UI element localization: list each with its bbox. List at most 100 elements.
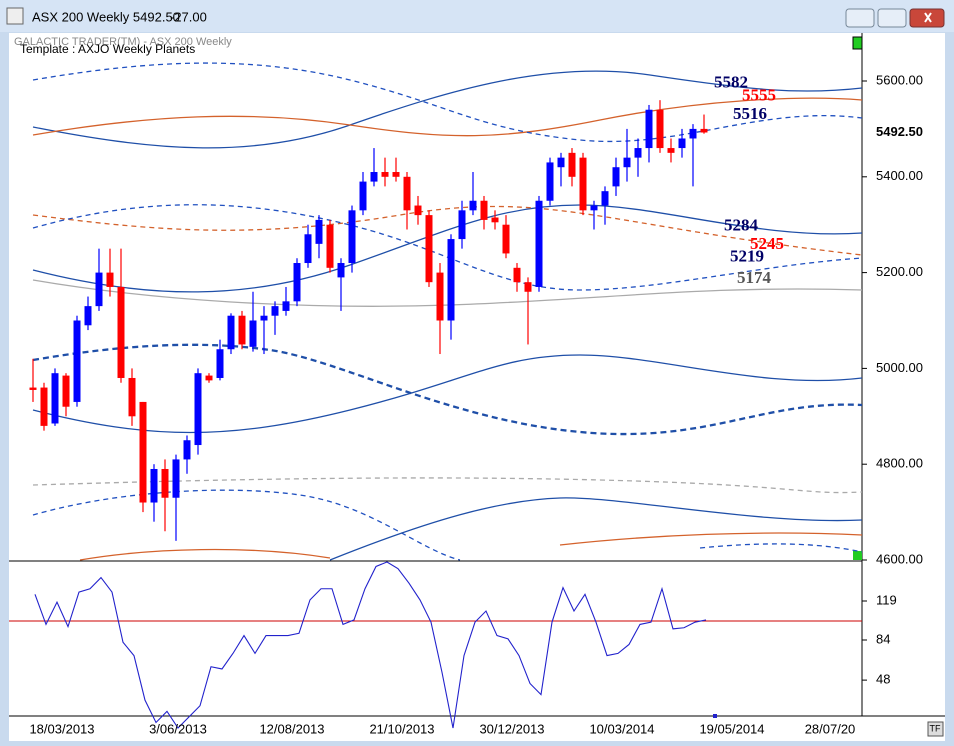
candle-body [392,172,400,177]
candle-body [502,224,510,254]
candle-body [513,267,521,283]
level-label: 5516 [733,104,767,123]
candle-body [260,315,268,321]
candle-body [579,157,587,211]
candle-body [62,375,70,407]
candle-body [106,272,114,287]
candle-body [282,301,290,311]
candle-body [51,373,59,424]
title-bar [0,0,954,32]
candle-body [656,109,664,149]
candle-body [139,401,147,503]
template-label: Template : AXJO Weekly Planets [20,42,195,56]
candle-body [403,176,411,211]
candle-body [40,387,48,426]
level-label: 5174 [737,268,772,287]
candle-body [216,349,224,378]
candle-body [95,272,103,307]
candle-body [634,148,642,158]
candle-body [128,377,136,417]
minimize-button[interactable] [845,8,875,28]
candle-body [304,234,312,264]
candle-body [667,148,675,153]
candle-body [623,157,631,168]
candle-body [557,157,565,168]
date-label: 10/03/2014 [589,721,654,736]
candle-body [568,152,576,177]
level-label: 5245 [750,234,784,253]
level-label: 5582 [714,73,748,92]
candle-body [447,239,455,321]
candle-body [183,440,191,460]
candle-body [227,315,235,350]
candle-body [348,210,356,264]
chart-header: GALACTIC TRADER(TM) - ASX 200 Weekly [14,36,232,48]
window-change: -27.00 [170,9,207,24]
candle-body [117,286,125,378]
candle-body [689,128,697,139]
candle-body [161,468,169,498]
candle-body [414,205,422,216]
close-icon [924,12,932,23]
candle-body [238,315,246,345]
osc-tick-label: 48 [876,672,890,687]
osc-tick-label: 119 [876,592,897,607]
candle-body [546,162,554,201]
candle-body [381,172,389,177]
candle-body [315,219,323,244]
candle-body [293,263,301,302]
candle-body [524,282,532,292]
panel-marker [853,551,862,560]
window-title: ASX 200 Weekly 5492.50 [32,9,180,24]
date-label: 19/05/2014 [699,721,764,736]
level-label: 5555 [742,85,776,104]
candle-body [535,200,543,287]
candle-body [326,224,334,268]
candle-body [678,138,686,149]
date-label: 21/10/2013 [369,721,434,736]
candle-body [172,459,180,498]
candle-body [194,373,202,446]
candle-body [370,172,378,182]
candle-body [150,468,158,503]
candle-body [29,387,37,390]
candle-body [425,215,433,283]
candle-body [700,128,708,133]
date-label: 28/07/20 [805,721,856,736]
maximize-button[interactable] [877,8,907,28]
chart-area [9,33,945,741]
date-label: 3/06/2013 [149,721,207,736]
price-tick-label: 5000.00 [876,360,923,375]
candle-body [359,181,367,211]
date-cursor [713,714,717,718]
price-tick-label: 5600.00 [876,72,923,87]
date-label: 30/12/2013 [479,721,544,736]
candle-body [205,375,213,381]
candle-body [436,272,444,321]
price-tick-label: 5400.00 [876,168,923,183]
panel-marker [852,36,863,50]
date-label: 18/03/2013 [29,721,94,736]
level-label: 5284 [724,215,759,234]
candle-body [491,217,499,223]
candle-body [458,210,466,240]
candle-body [84,306,92,326]
candle-body [590,205,598,211]
candle-body [271,306,279,316]
candle-body [469,200,477,211]
candle-body [480,200,488,220]
app-icon [6,7,24,25]
last-price-label: 5492.50 [876,124,923,139]
price-tick-label: 4800.00 [876,456,923,471]
level-label: 5219 [730,246,764,265]
candle-body [337,263,345,278]
candle-body [249,320,257,347]
oscillator-line [34,561,707,729]
osc-tick-label: 84 [876,631,890,646]
price-tick-label: 4600.00 [876,551,923,566]
candle-body [612,167,620,187]
tf-button-label: TF [930,723,941,733]
candle-body [73,320,81,402]
tf-button[interactable] [927,721,944,737]
